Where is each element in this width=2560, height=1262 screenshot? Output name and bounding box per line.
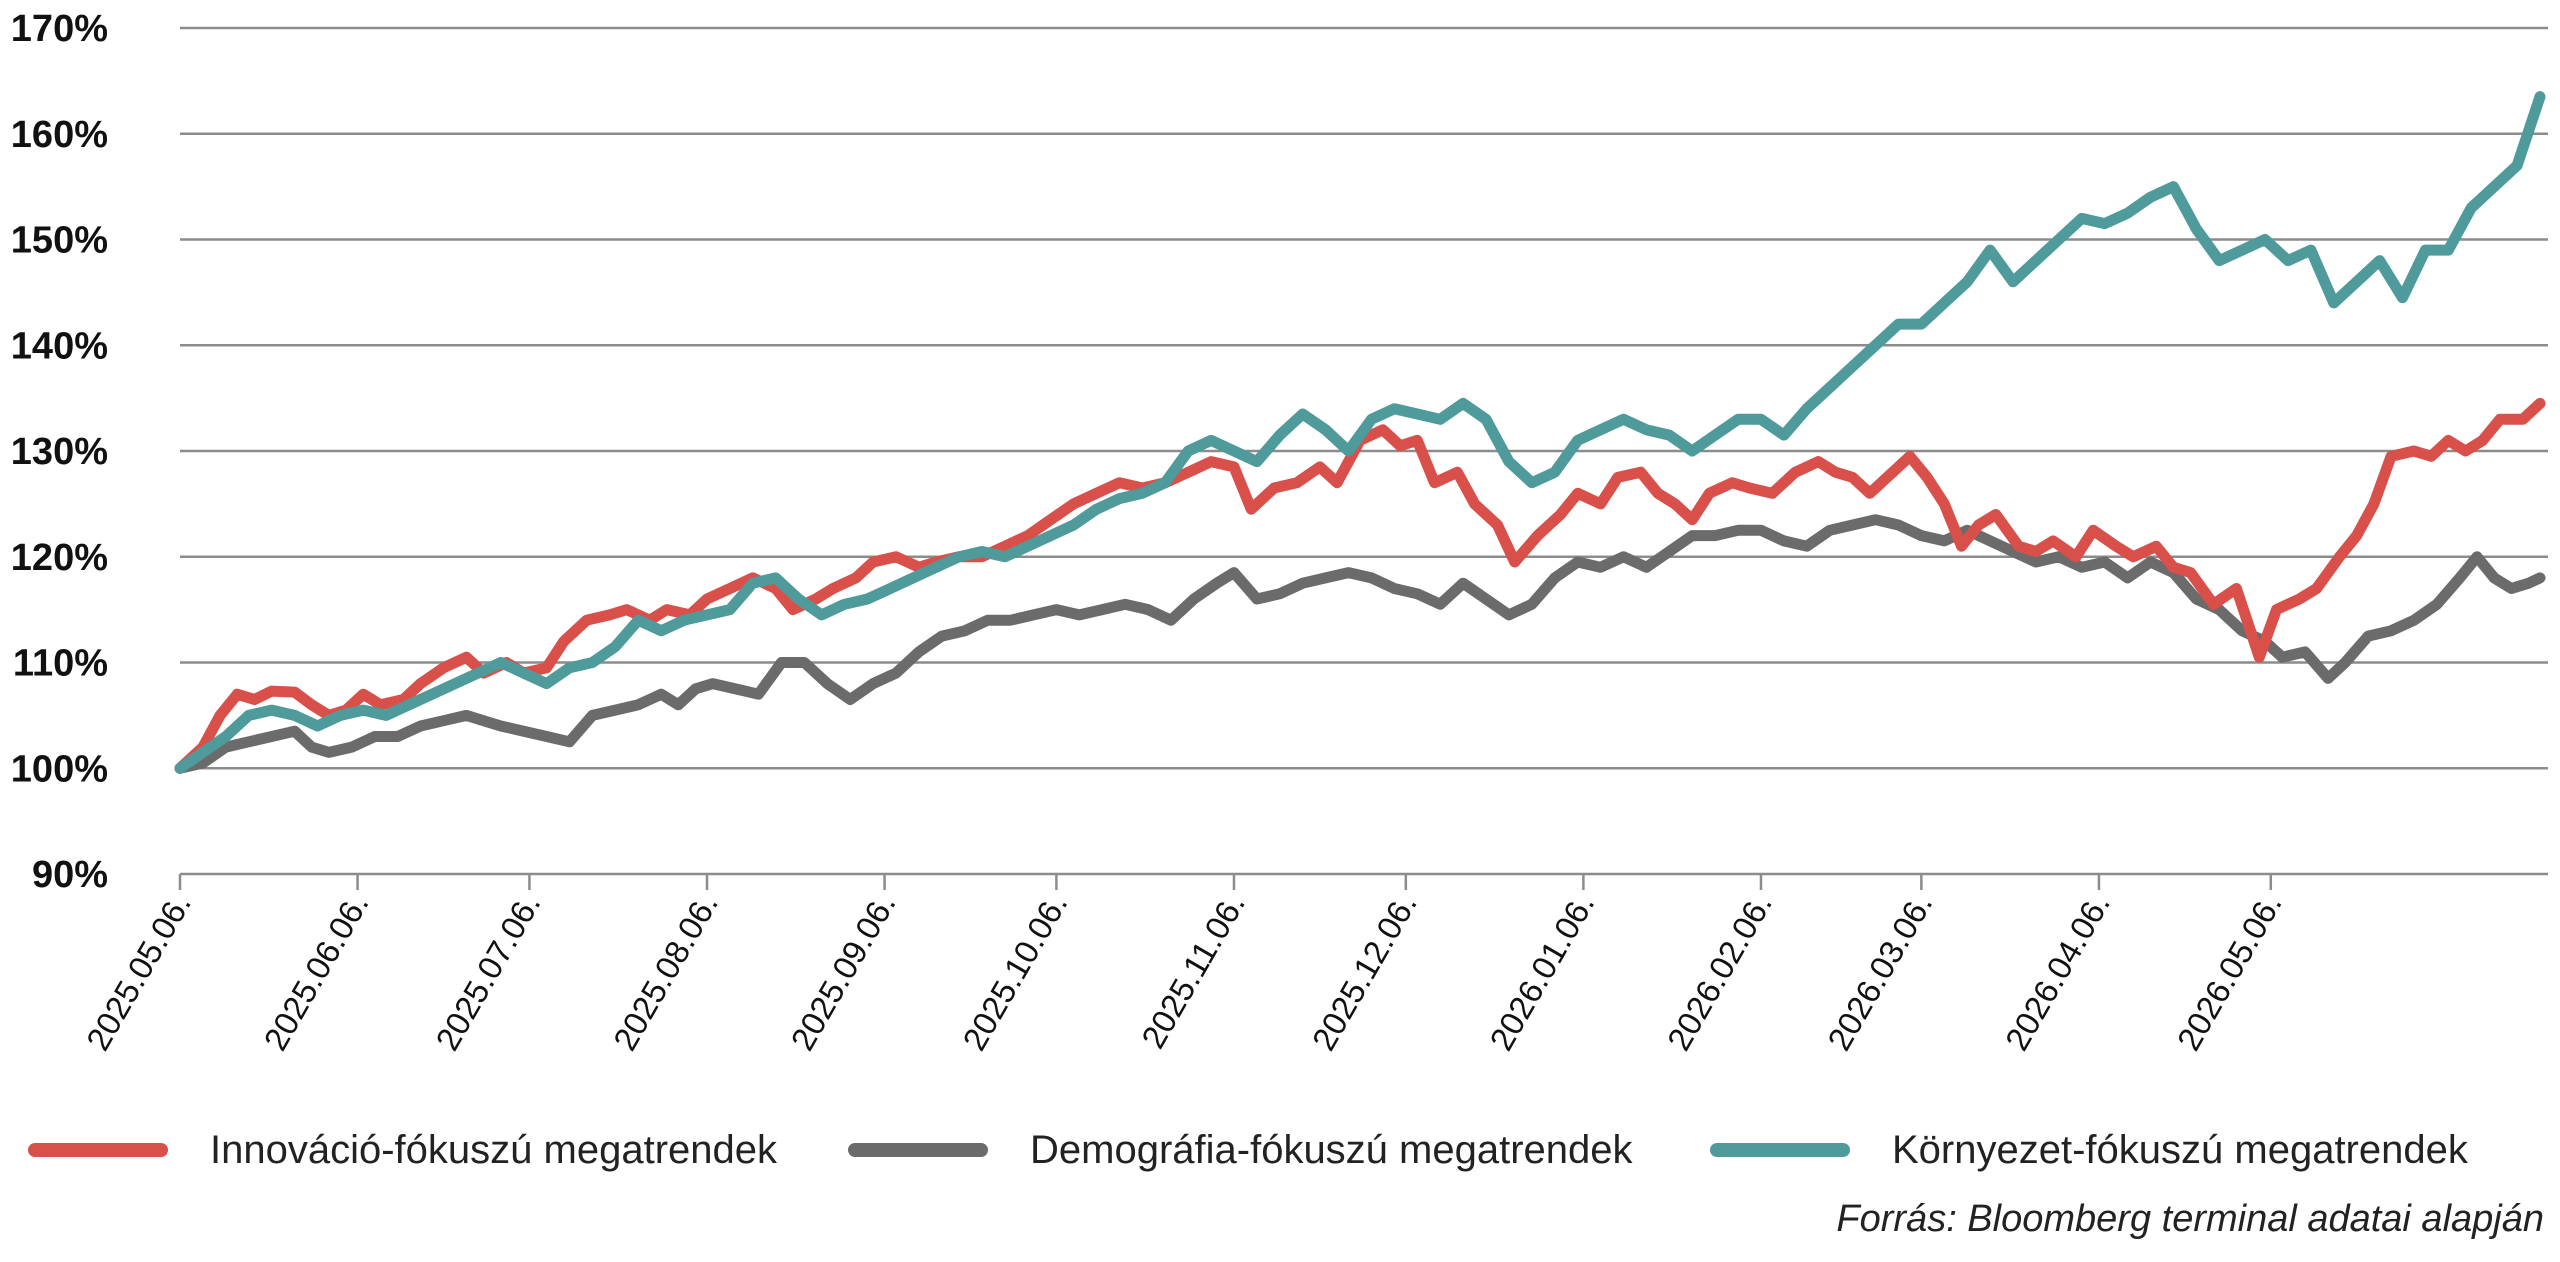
gridlines — [180, 26, 2548, 770]
x-tick-label: 2026.01.06. — [1482, 887, 1601, 1056]
y-tick-label: 150% — [11, 220, 108, 262]
series-line-innovation — [174, 397, 2546, 774]
source-note: Forrás: Bloomberg terminal adatai alapjá… — [1836, 1198, 2544, 1240]
x-tick-label: 2025.11.06. — [1134, 887, 1252, 1054]
legend-label-innovation: Innováció-fókuszú megatrendek — [210, 1127, 777, 1172]
series-lines — [174, 91, 2546, 774]
y-tick-label: 120% — [11, 537, 108, 579]
x-tick-label: 2025.09.06. — [783, 887, 902, 1056]
legend-label-demography: Demográfia-fókuszú megatrendek — [1030, 1127, 1633, 1172]
series-line-environment — [174, 91, 2546, 774]
x-tick-label: 2025.05.06. — [79, 887, 198, 1056]
legend-label-environment: Környezet-fókuszú megatrendek — [1892, 1127, 2468, 1172]
legend-item-demography: Demográfia-fókuszú megatrendek — [848, 1120, 1633, 1180]
legend: Innováció-fókuszú megatrendek Demográfia… — [0, 1120, 2560, 1180]
x-tick-label: 2025.06.06. — [256, 887, 375, 1056]
series-line-demography — [174, 514, 2546, 774]
legend-item-environment: Környezet-fókuszú megatrendek — [1710, 1120, 2468, 1180]
x-tick-label: 2025.12.06. — [1305, 887, 1424, 1056]
x-tick-label: 2026.03.06. — [1820, 887, 1939, 1056]
x-axis: 2025.05.06. 2025.06.06. 2025.07.06. 2025.08… — [79, 872, 2548, 1056]
y-tick-label: 90% — [32, 854, 108, 896]
y-tick-label: 140% — [11, 325, 108, 367]
y-tick-label: 170% — [11, 8, 108, 50]
x-tick-label: 2025.10.06. — [955, 887, 1074, 1056]
x-tick-label: 2026.02.06. — [1660, 887, 1779, 1056]
legend-swatch-environment — [1710, 1143, 1850, 1157]
legend-item-innovation: Innováció-fókuszú megatrendek — [28, 1120, 777, 1180]
y-tick-label: 100% — [11, 748, 108, 790]
x-tick-label: 2026.05.06. — [2170, 887, 2289, 1056]
x-tick-label: 2025.07.06. — [428, 887, 547, 1056]
legend-swatch-innovation — [28, 1143, 168, 1157]
y-tick-label: 160% — [11, 114, 108, 156]
x-tick-label: 2026.04.06. — [1998, 887, 2117, 1056]
legend-swatch-demography — [848, 1143, 988, 1157]
y-tick-label: 110% — [13, 643, 108, 685]
x-tick-label: 2025.08.06. — [606, 887, 725, 1056]
line-chart: 90% 100% 110% 120% 130% 140% 150% 160% 170% 2025… — [11, 8, 2548, 1056]
y-tick-label: 130% — [11, 431, 108, 473]
y-axis: 90% 100% 110% 120% 130% 140% 150% 160% 170% — [11, 8, 108, 896]
